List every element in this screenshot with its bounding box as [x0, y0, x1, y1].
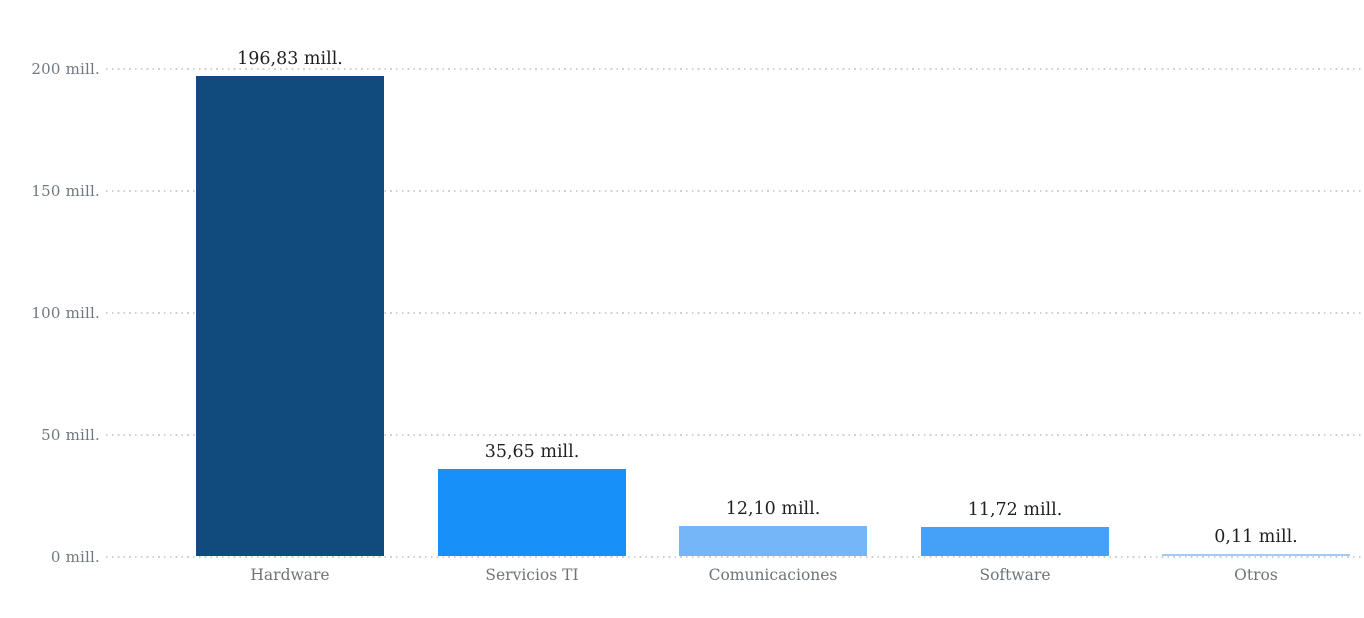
bar-otros[interactable]: [1162, 554, 1350, 556]
bar-value-label: 12,10 mill.: [725, 499, 821, 519]
y-axis-tick-label: 50 mill.: [41, 426, 100, 444]
gridline-150: [106, 190, 1364, 192]
x-axis-category-label: Otros: [1234, 566, 1278, 584]
gridline-100: [106, 312, 1364, 314]
x-axis-category-label: Comunicaciones: [708, 566, 838, 584]
gridline-0: [106, 556, 1364, 558]
x-axis-category-label: Software: [979, 566, 1051, 584]
bar-hardware[interactable]: [196, 76, 384, 556]
y-axis-tick-label: 100 mill.: [31, 304, 100, 322]
bar-value-label: 0,11 mill.: [1214, 527, 1298, 547]
y-axis-tick-label: 200 mill.: [31, 60, 100, 78]
gridline-50: [106, 434, 1364, 436]
y-axis-tick-label: 150 mill.: [31, 182, 100, 200]
bar-servicios-ti[interactable]: [438, 469, 626, 556]
bar-software[interactable]: [921, 527, 1109, 556]
x-axis-category-label: Servicios TI: [485, 566, 579, 584]
bar-value-label: 11,72 mill.: [967, 500, 1063, 520]
bar-value-label: 35,65 mill.: [484, 442, 580, 462]
x-axis-category-label: Hardware: [250, 566, 330, 584]
y-axis-tick-label: 0 mill.: [50, 548, 100, 566]
bar-comunicaciones[interactable]: [679, 526, 867, 556]
gridline-200: [106, 68, 1364, 70]
bar-value-label: 196,83 mill.: [237, 49, 343, 69]
